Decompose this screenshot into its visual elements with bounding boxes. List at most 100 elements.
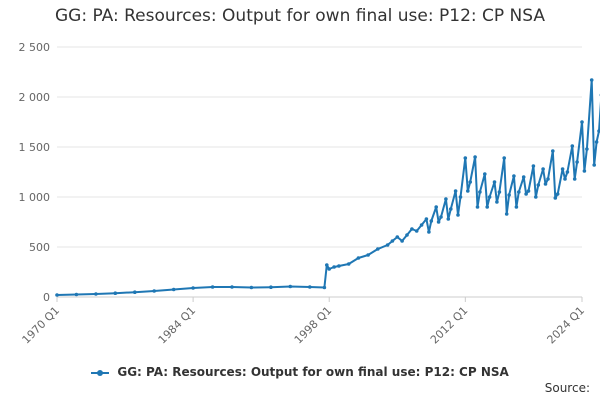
data-point[interactable] xyxy=(346,262,351,266)
data-point[interactable] xyxy=(497,190,502,194)
data-point[interactable] xyxy=(485,205,490,209)
data-point[interactable] xyxy=(230,285,234,289)
y-tick-label: 0 xyxy=(43,291,50,304)
x-tick-label: 1984 Q1 xyxy=(156,304,199,347)
data-point[interactable] xyxy=(395,235,400,239)
data-point[interactable] xyxy=(429,219,434,223)
data-point[interactable] xyxy=(444,197,448,201)
data-point[interactable] xyxy=(560,167,565,171)
data-point[interactable] xyxy=(308,285,312,289)
data-point[interactable] xyxy=(551,149,555,153)
data-point[interactable] xyxy=(113,291,118,296)
data-point[interactable] xyxy=(589,78,594,82)
data-point[interactable] xyxy=(152,289,156,293)
x-tick-label: 2012 Q1 xyxy=(428,304,471,347)
data-point[interactable] xyxy=(405,233,409,237)
y-tick-label: 500 xyxy=(29,241,50,254)
data-point[interactable] xyxy=(439,215,443,219)
data-point[interactable] xyxy=(517,190,521,194)
data-point[interactable] xyxy=(94,292,98,296)
chart-title: GG: PA: Resources: Output for own final … xyxy=(54,6,545,26)
data-point[interactable] xyxy=(356,256,361,260)
data-point[interactable] xyxy=(524,192,528,196)
data-point[interactable] xyxy=(541,167,545,171)
data-point[interactable] xyxy=(463,156,468,160)
data-point[interactable] xyxy=(456,213,460,217)
y-tick-label: 1 500 xyxy=(19,141,51,154)
data-point[interactable] xyxy=(424,217,429,221)
legend[interactable]: GG: PA: Resources: Output for own final … xyxy=(0,365,600,379)
data-point[interactable] xyxy=(327,267,332,271)
data-point[interactable] xyxy=(504,212,509,216)
data-point[interactable] xyxy=(366,253,370,257)
data-point[interactable] xyxy=(536,183,541,187)
data-point[interactable] xyxy=(332,265,336,269)
data-point[interactable] xyxy=(191,286,195,290)
data-point[interactable] xyxy=(487,195,492,199)
legend-swatch xyxy=(91,369,110,376)
data-point[interactable] xyxy=(325,263,329,267)
y-tick-label: 1 000 xyxy=(19,191,51,204)
data-point[interactable] xyxy=(531,164,536,168)
data-point[interactable] xyxy=(575,160,579,164)
gridlines xyxy=(57,46,582,248)
data-point[interactable] xyxy=(594,140,599,144)
data-point[interactable] xyxy=(483,172,487,176)
data-point[interactable] xyxy=(376,247,380,251)
data-point[interactable] xyxy=(563,177,567,181)
data-point[interactable] xyxy=(449,207,453,211)
data-point[interactable] xyxy=(210,285,215,289)
data-point[interactable] xyxy=(512,174,516,178)
data-point[interactable] xyxy=(410,227,414,231)
data-point[interactable] xyxy=(400,239,404,243)
data-point[interactable] xyxy=(322,285,327,290)
data-point[interactable] xyxy=(572,177,577,181)
data-point[interactable] xyxy=(390,239,395,243)
data-point[interactable] xyxy=(434,205,439,209)
data-point[interactable] xyxy=(337,264,341,268)
data-point[interactable] xyxy=(414,229,419,233)
x-tick-label: 1970 Q1 xyxy=(20,304,63,347)
data-point[interactable] xyxy=(565,170,570,174)
data-point[interactable] xyxy=(534,195,538,199)
data-point[interactable] xyxy=(419,223,424,227)
data-point[interactable] xyxy=(385,243,390,247)
data-point[interactable] xyxy=(475,205,480,209)
data-point[interactable] xyxy=(133,290,137,295)
data-point[interactable] xyxy=(570,144,575,148)
data-point[interactable] xyxy=(495,200,499,204)
data-point[interactable] xyxy=(502,156,507,160)
data-point[interactable] xyxy=(468,180,473,184)
data-point[interactable] xyxy=(514,205,519,209)
data-point[interactable] xyxy=(555,192,560,196)
data-point[interactable] xyxy=(249,285,254,290)
data-point[interactable] xyxy=(453,189,458,193)
data-point[interactable] xyxy=(473,155,477,159)
data-point[interactable] xyxy=(597,129,600,133)
data-point[interactable] xyxy=(74,292,79,297)
data-point[interactable] xyxy=(55,293,59,297)
data-point[interactable] xyxy=(543,182,548,186)
data-point[interactable] xyxy=(171,287,176,292)
data-point[interactable] xyxy=(592,163,596,167)
data-point[interactable] xyxy=(436,220,441,224)
data-point[interactable] xyxy=(427,230,431,234)
x-axis-ticks: 1970 Q1 1984 Q1 1998 Q1 2012 Q1 2024 Q1 xyxy=(20,297,587,347)
data-point[interactable] xyxy=(546,177,550,181)
y-tick-label: 2 500 xyxy=(19,41,51,54)
data-point[interactable] xyxy=(466,189,470,193)
data-point[interactable] xyxy=(269,285,273,290)
data-point[interactable] xyxy=(582,169,587,173)
data-point[interactable] xyxy=(492,180,497,184)
data-point[interactable] xyxy=(458,195,463,199)
data-point[interactable] xyxy=(478,190,482,194)
data-point[interactable] xyxy=(507,193,511,197)
data-point[interactable] xyxy=(288,284,293,289)
data-point[interactable] xyxy=(521,175,526,179)
data-point[interactable] xyxy=(585,147,589,151)
data-point[interactable] xyxy=(580,120,584,124)
data-point[interactable] xyxy=(553,196,558,200)
data-point[interactable] xyxy=(526,189,531,193)
data-point[interactable] xyxy=(446,217,451,221)
